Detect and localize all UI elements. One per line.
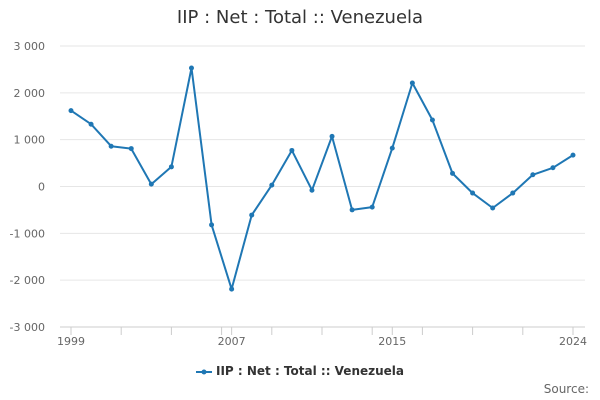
y-tick-label: 2 000 xyxy=(14,87,46,100)
data-point xyxy=(68,108,74,114)
data-point xyxy=(269,182,275,188)
y-tick-label: -1 000 xyxy=(10,227,45,240)
y-tick-label: 0 xyxy=(38,181,45,194)
data-point xyxy=(369,204,375,210)
data-point xyxy=(550,165,556,171)
y-tick-label: 1 000 xyxy=(14,134,46,147)
data-point xyxy=(108,143,114,149)
data-point xyxy=(450,170,456,176)
x-tick-label: 1999 xyxy=(57,335,85,348)
data-point xyxy=(209,222,215,228)
x-tick-label: 2024 xyxy=(559,335,587,348)
data-point xyxy=(229,286,235,292)
source-label: Source: xyxy=(543,382,589,396)
series-points xyxy=(68,65,576,292)
data-point xyxy=(389,145,395,151)
axes: 3 000 2 000 1 000 0 -1 000 -2 000 -3 000 1999 20… xyxy=(10,40,587,348)
legend-label: IIP : Net : Total :: Venezuela xyxy=(215,364,404,378)
data-point xyxy=(88,121,94,127)
series-line xyxy=(70,67,574,291)
chart-title: IIP : Net : Total :: Venezuela xyxy=(176,7,424,28)
data-point xyxy=(148,181,154,187)
y-tick-label: -3 000 xyxy=(10,321,45,334)
data-point xyxy=(168,164,174,170)
data-point xyxy=(188,65,194,71)
data-point xyxy=(289,147,295,153)
data-point xyxy=(409,80,415,86)
data-point xyxy=(309,187,315,193)
series-line-group xyxy=(70,67,574,291)
data-point xyxy=(490,205,496,211)
data-point xyxy=(128,146,134,152)
y-tick-label: 3 000 xyxy=(14,40,46,53)
data-point xyxy=(570,152,576,158)
legend[interactable]: IIP : Net : Total :: Venezuela xyxy=(0,364,600,378)
data-point xyxy=(510,190,516,196)
data-point xyxy=(249,212,255,218)
grid-lines xyxy=(60,45,585,328)
data-point xyxy=(429,117,435,123)
data-point xyxy=(470,190,476,196)
data-point xyxy=(329,133,335,139)
x-tick-label: 2007 xyxy=(218,335,246,348)
x-tick-label: 2015 xyxy=(378,335,406,348)
legend-line-icon xyxy=(195,369,212,374)
data-point xyxy=(349,207,355,213)
y-tick-label: -2 000 xyxy=(10,274,45,287)
data-point xyxy=(530,172,536,178)
